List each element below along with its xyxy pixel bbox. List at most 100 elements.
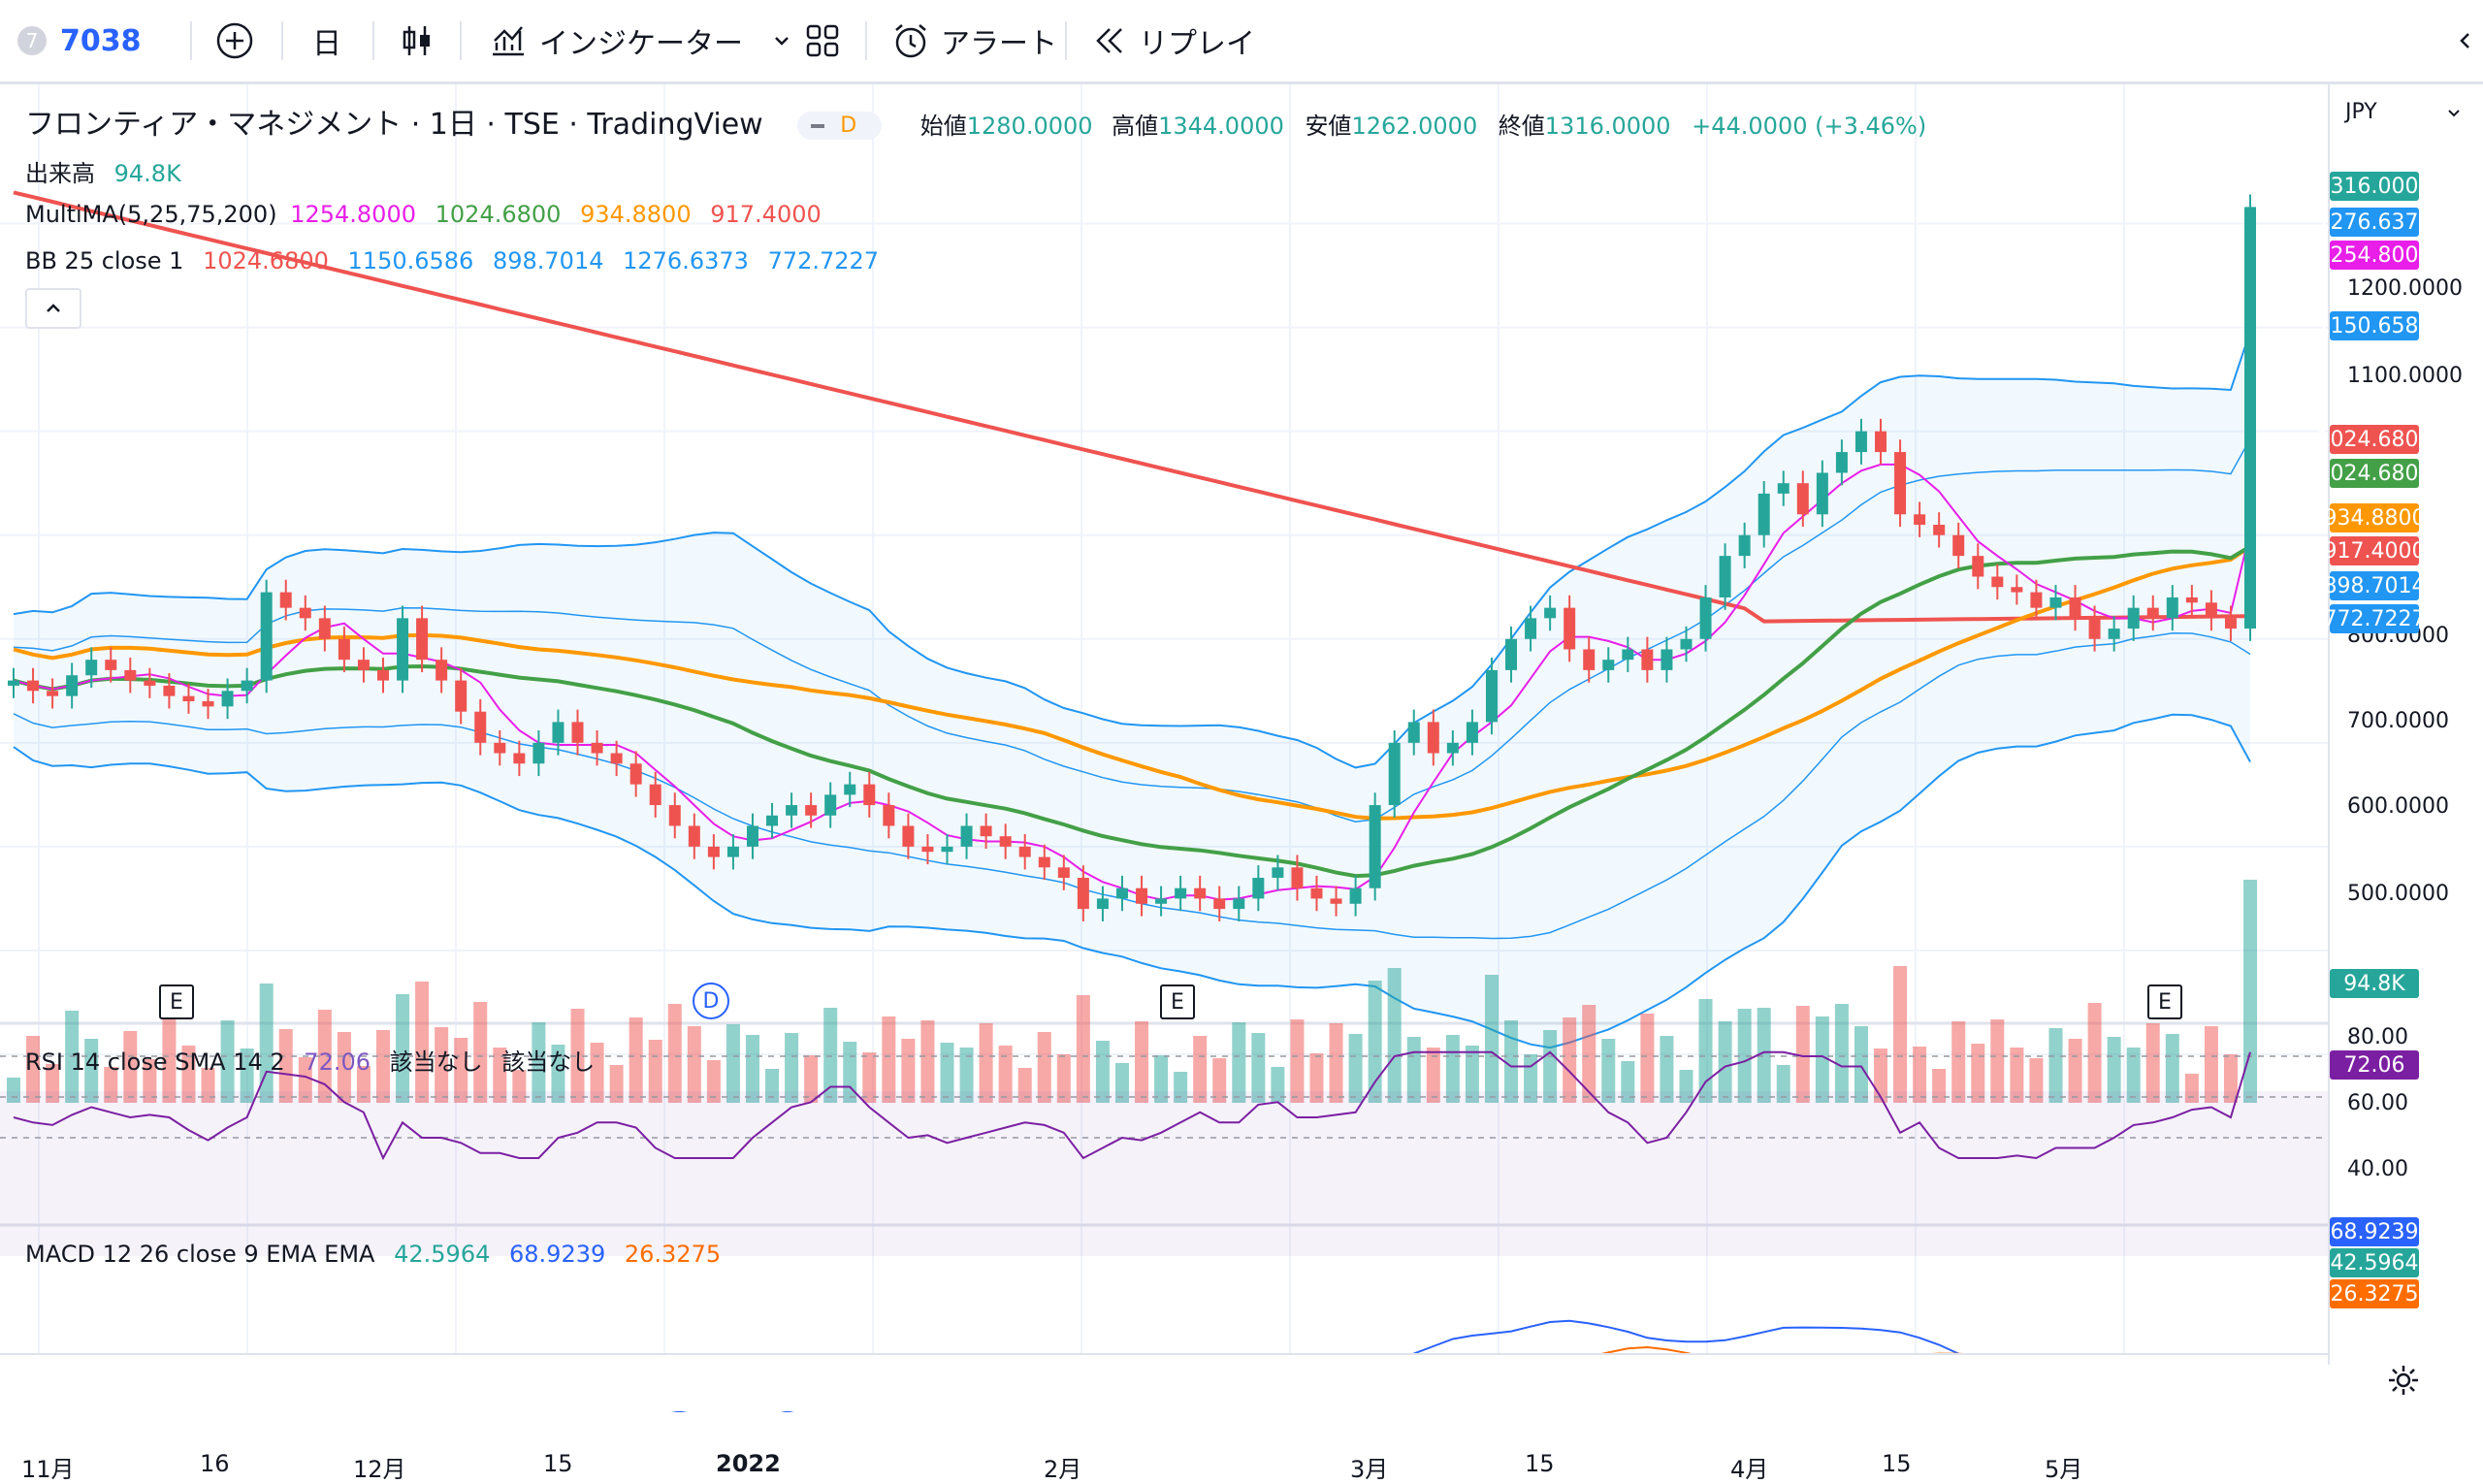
bb-legend[interactable]: BB 25 close 1 1024.6800 1150.6586 898.70… xyxy=(25,247,890,274)
earnings-badge[interactable]: E xyxy=(159,984,194,1019)
symbol-label: 7038 xyxy=(60,23,142,58)
earnings-badge[interactable]: E xyxy=(1160,984,1195,1019)
candle-body xyxy=(1933,525,1946,535)
volume-bar xyxy=(862,1052,877,1103)
replay-button[interactable]: リプレイ xyxy=(1090,14,1255,68)
volume-bar xyxy=(532,1022,546,1103)
candle-body xyxy=(1544,607,1557,619)
time-tick: 11月 xyxy=(21,1456,75,1483)
price-tick: 700.0000 xyxy=(2347,709,2449,733)
indicators-button[interactable]: インジケーター xyxy=(489,14,793,68)
candle-body xyxy=(338,638,350,661)
volume-bar xyxy=(1076,995,1090,1103)
candle-body xyxy=(1699,597,1712,639)
price-tag: 917.4000 xyxy=(2324,536,2426,565)
volume-bar xyxy=(512,1070,527,1103)
volume-legend[interactable]: 出来高 94.8K xyxy=(25,154,193,188)
bb-upper: 1150.6586 xyxy=(347,247,474,274)
status-dash xyxy=(811,124,825,128)
candle-body xyxy=(27,680,40,692)
volume-bar xyxy=(1679,1070,1693,1103)
time-tick: 15 xyxy=(543,1450,573,1477)
volume-bar xyxy=(1174,1072,1188,1103)
price-tick: 1100.0000 xyxy=(2347,364,2463,388)
collapse-legend-button[interactable] xyxy=(25,288,81,329)
candle-body xyxy=(941,846,953,853)
interval-button[interactable]: 日 xyxy=(312,14,341,68)
volume-bar xyxy=(1640,1014,1655,1103)
volume-bar xyxy=(2165,1034,2179,1103)
alert-button[interactable]: アラート xyxy=(890,14,1057,68)
price-tag: 1024.6800 xyxy=(2317,459,2433,488)
candle-body xyxy=(1854,431,1867,453)
dividend-badge[interactable]: D xyxy=(693,983,729,1019)
candle-body xyxy=(552,722,564,743)
candle-body xyxy=(1466,722,1478,743)
price-tag: 898.7014 xyxy=(2324,571,2426,600)
price-chart[interactable] xyxy=(0,84,2483,1412)
chart-area[interactable]: フロンティア・マネジメント · 1日 · TSE · TradingView D… xyxy=(0,84,2483,1483)
candle-body xyxy=(999,836,1012,847)
candle-body xyxy=(1875,431,1887,453)
settings-button[interactable] xyxy=(2386,1363,2421,1402)
chevron-left-icon xyxy=(2460,33,2469,48)
candle-body xyxy=(85,660,98,676)
candle-body xyxy=(1972,556,1984,577)
separator xyxy=(865,21,867,60)
candle-body xyxy=(2049,597,2062,608)
currency-selector[interactable]: JPY xyxy=(2345,100,2463,124)
bb-upper1-line xyxy=(13,438,2251,823)
chevron-down-icon xyxy=(2448,109,2460,116)
volume-bar xyxy=(1017,1068,1032,1103)
rsi-tick: 40.00 xyxy=(2347,1157,2408,1181)
candle-body xyxy=(260,592,273,681)
volume-bar xyxy=(337,1032,351,1103)
volume-bar xyxy=(181,1046,196,1103)
multima-legend[interactable]: MultiMA(5,25,75,200) 1254.8000 1024.6800… xyxy=(25,201,833,228)
candle-body xyxy=(299,607,311,619)
rsi-legend[interactable]: RSI 14 close SMA 14 2 72.06 該当なし 該当なし xyxy=(25,1043,606,1077)
plus-circle-icon xyxy=(216,22,253,59)
indicators-icon xyxy=(493,26,524,56)
candle-body xyxy=(1155,898,1168,904)
candle-body xyxy=(1233,898,1245,910)
volume-bar xyxy=(1834,1004,1849,1103)
volume-bar xyxy=(1309,1053,1324,1103)
candle-body xyxy=(1835,452,1848,473)
compare-button[interactable] xyxy=(215,14,254,68)
candle-body xyxy=(1136,887,1148,904)
candle-body xyxy=(1525,618,1537,639)
price-tick: 1200.0000 xyxy=(2347,276,2463,301)
time-tick: 15 xyxy=(1525,1450,1555,1477)
candle-body xyxy=(1757,493,1770,535)
candle-body xyxy=(494,742,506,754)
layouts-button[interactable] xyxy=(803,14,842,68)
separator xyxy=(190,21,192,60)
candle-body xyxy=(1096,898,1109,910)
macd-legend[interactable]: MACD 12 26 close 9 EMA EMA 42.5964 68.92… xyxy=(25,1241,732,1268)
candle-body xyxy=(1796,483,1809,515)
volume-bar xyxy=(2010,1048,2024,1103)
collapse-right-button[interactable] xyxy=(2454,14,2477,68)
price-scale[interactable] xyxy=(2328,84,2483,1365)
candle-body xyxy=(416,618,429,661)
volume-bar xyxy=(1251,1033,1266,1103)
earnings-badge[interactable]: E xyxy=(2147,984,2182,1019)
volume-bar xyxy=(1795,1006,1810,1103)
volume-bar xyxy=(551,1045,565,1103)
chart-type-button[interactable] xyxy=(398,14,436,68)
ma200-line xyxy=(13,190,2251,624)
candle-body xyxy=(2030,592,2043,608)
volume-bar xyxy=(2048,1028,2063,1103)
rsi-na1: 該当なし xyxy=(389,1048,483,1076)
symbol-search[interactable]: 7 7038 xyxy=(17,14,142,68)
rewind-icon xyxy=(1096,28,1122,53)
volume-bar xyxy=(765,1069,780,1103)
time-scale[interactable] xyxy=(0,1353,2328,1411)
candle-body xyxy=(397,618,409,681)
candle-body xyxy=(66,675,79,696)
price-tick: 600.0000 xyxy=(2347,794,2449,819)
bb-lower-line xyxy=(13,713,2251,1049)
chevron-down-icon[interactable] xyxy=(770,29,793,52)
volume-bar xyxy=(493,1048,507,1103)
